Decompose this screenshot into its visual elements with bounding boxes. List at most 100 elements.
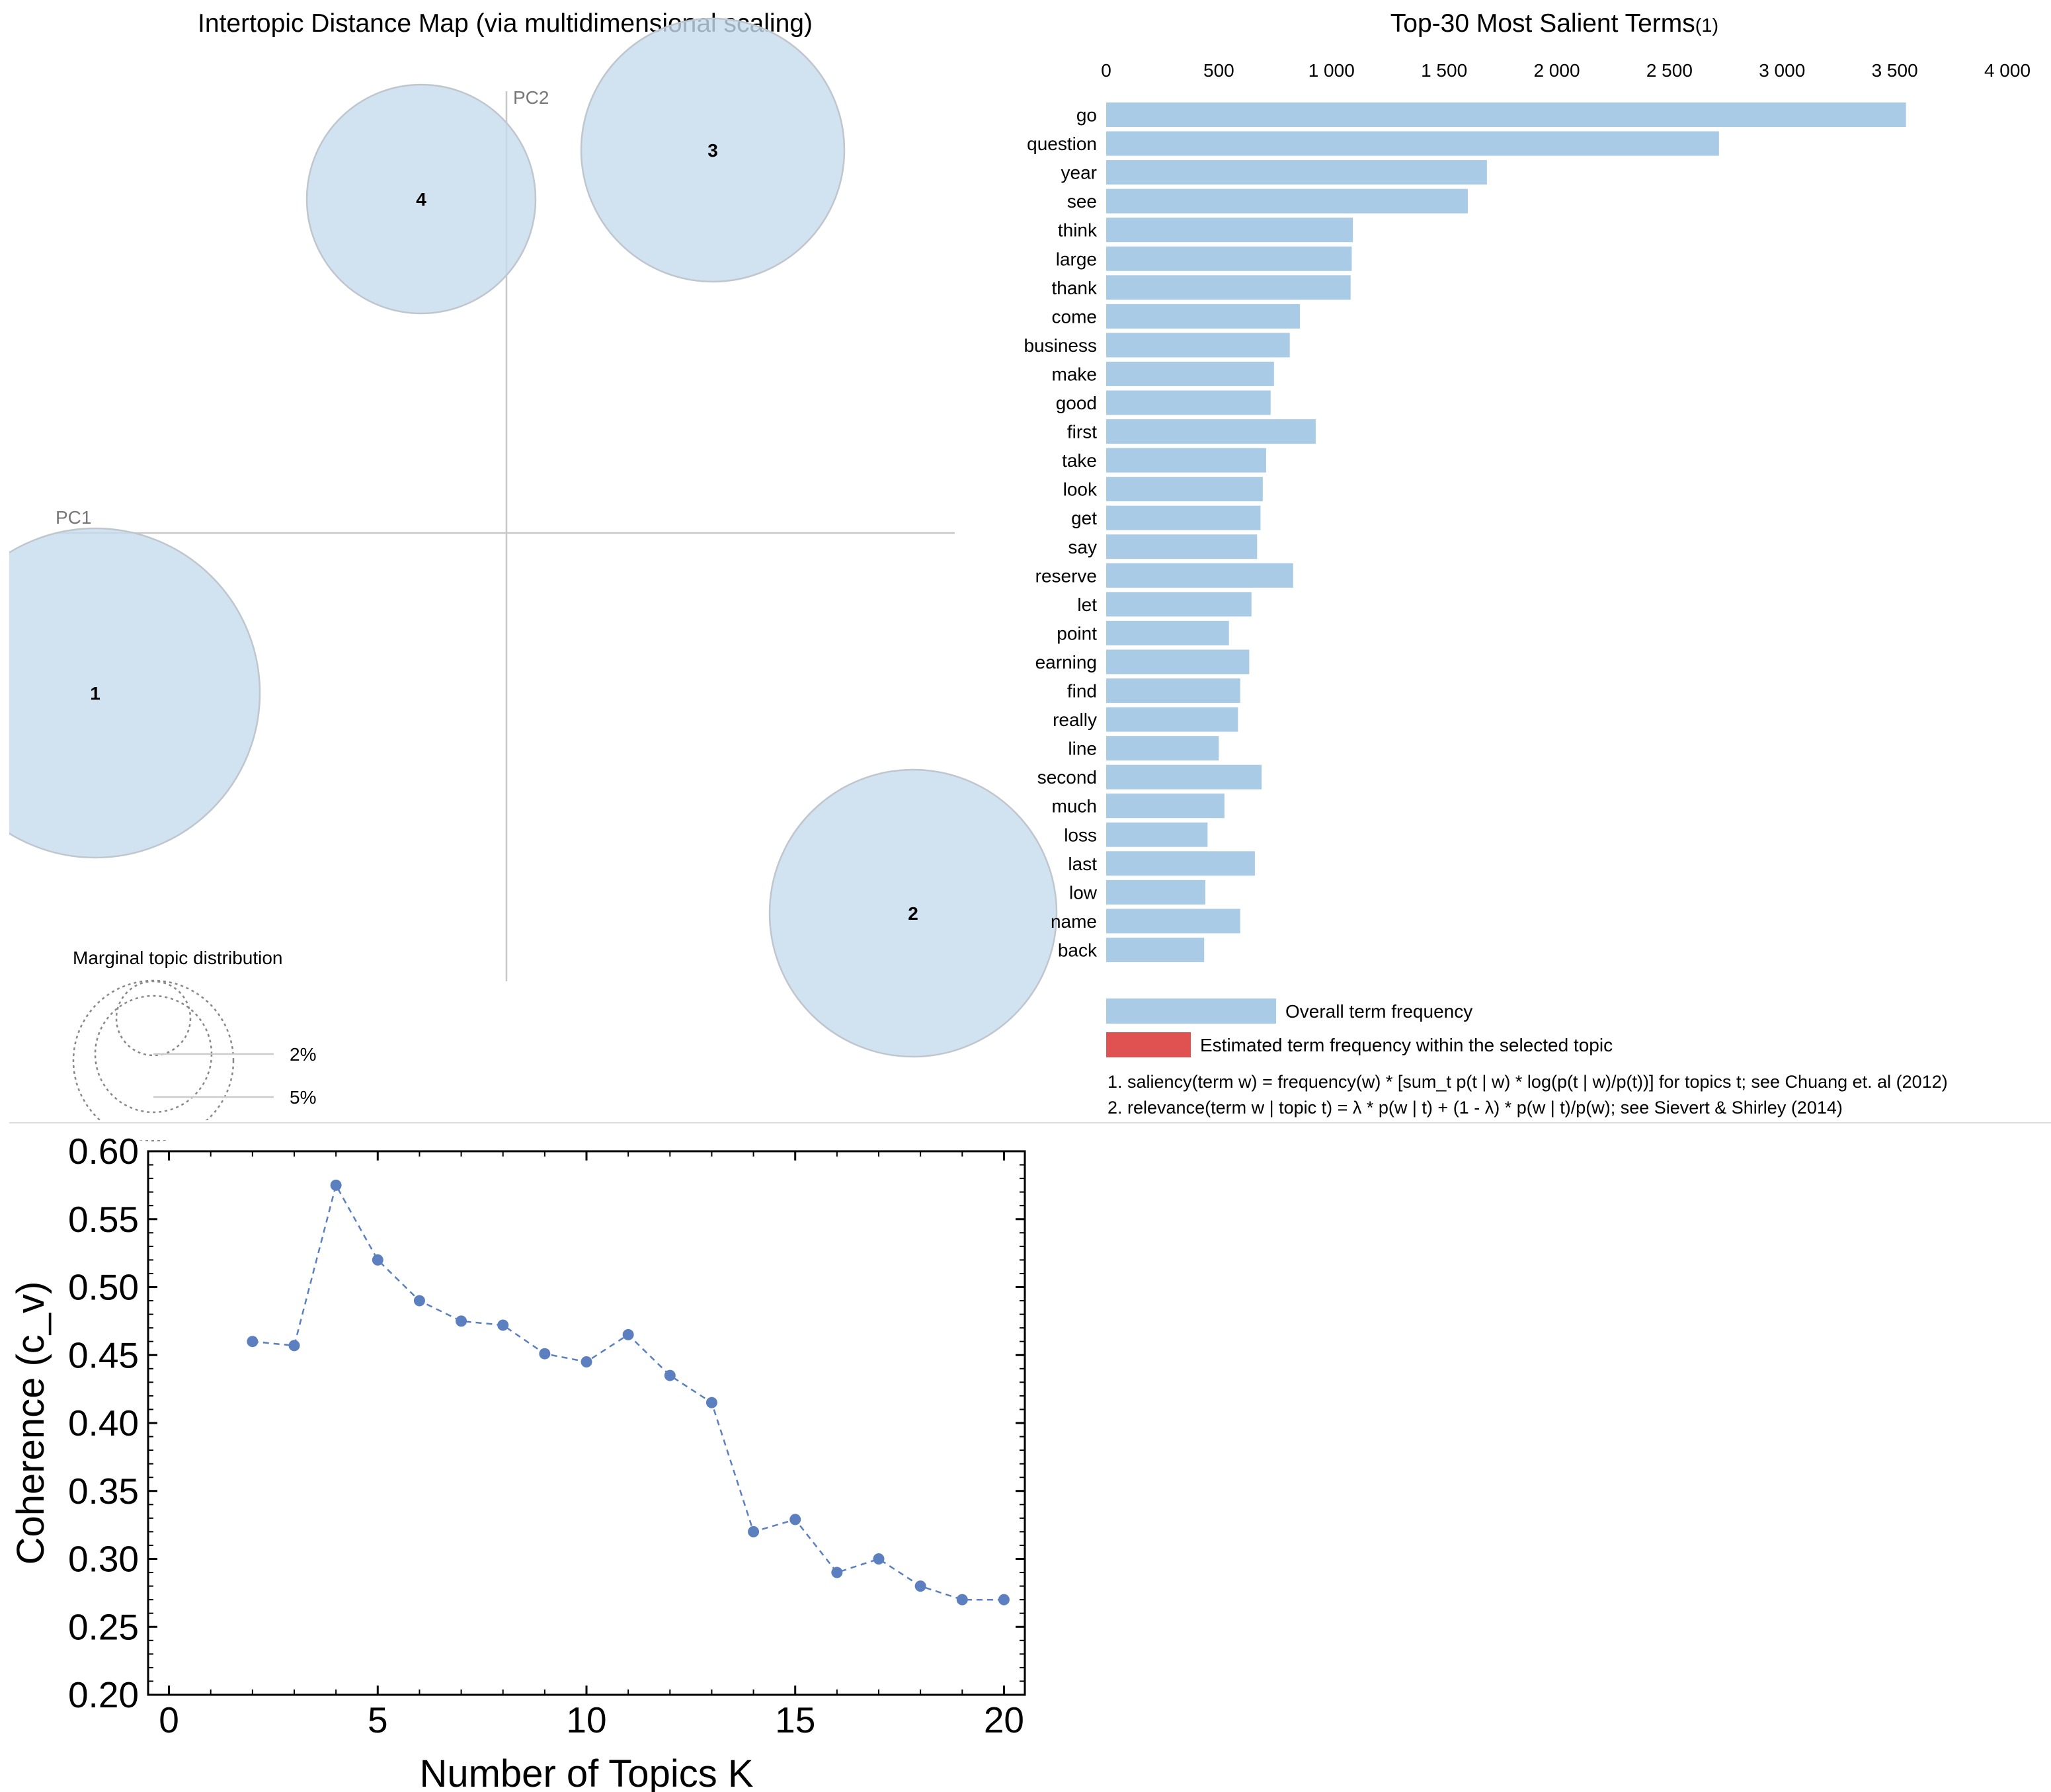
term-label-name[interactable]: name [1051,911,1097,932]
bar-row-loss[interactable]: loss [1064,822,1208,847]
bar-row-large[interactable]: large [1056,246,1352,271]
coherence-point-k18[interactable] [914,1580,926,1592]
bar-really[interactable] [1106,707,1238,732]
coherence-point-k8[interactable] [497,1319,509,1331]
coherence-point-k19[interactable] [956,1594,968,1606]
coherence-point-k6[interactable] [413,1295,425,1307]
bar-row-find[interactable]: find [1067,678,1240,703]
term-label-come[interactable]: come [1052,306,1097,327]
coherence-point-k7[interactable] [456,1315,467,1327]
term-label-second[interactable]: second [1037,767,1097,788]
bar-row-last[interactable]: last [1068,851,1255,876]
term-label-get[interactable]: get [1071,508,1097,528]
bar-row-go[interactable]: go [1076,102,1906,127]
bar-row-see[interactable]: see [1067,188,1468,214]
term-label-go[interactable]: go [1076,105,1097,126]
bar-row-thank[interactable]: thank [1052,275,1351,300]
term-label-look[interactable]: look [1063,479,1098,500]
bar-last[interactable] [1106,851,1255,876]
bar-row-business[interactable]: business [1024,333,1290,358]
bar-row-really[interactable]: really [1053,707,1238,732]
term-label-let[interactable]: let [1077,594,1097,615]
bar-row-good[interactable]: good [1056,390,1271,415]
bar-row-back[interactable]: back [1058,937,1205,962]
bar-row-name[interactable]: name [1051,909,1240,934]
coherence-point-k2[interactable] [247,1336,259,1348]
bar-much[interactable] [1106,794,1225,819]
bar-back[interactable] [1106,937,1205,962]
coherence-point-k3[interactable] [288,1340,300,1352]
bar-thank[interactable] [1106,275,1351,300]
bar-say[interactable] [1106,534,1258,559]
bar-second[interactable] [1106,764,1262,790]
coherence-point-k20[interactable] [998,1594,1010,1606]
topic-circle-1[interactable]: 1 [0,527,261,859]
term-label-last[interactable]: last [1068,854,1097,874]
term-label-much[interactable]: much [1052,796,1097,817]
bar-row-year[interactable]: year [1061,160,1487,185]
term-label-think[interactable]: think [1058,220,1098,241]
bar-look[interactable] [1106,477,1263,502]
topic-circle-3-shape[interactable] [580,17,846,283]
bar-row-much[interactable]: much [1052,794,1225,819]
coherence-point-k16[interactable] [831,1567,843,1578]
topic-circle-2[interactable]: 2 [768,768,1058,1058]
bar-row-come[interactable]: come [1052,304,1301,329]
bar-large[interactable] [1106,246,1352,271]
bar-take[interactable] [1106,448,1266,473]
term-label-back[interactable]: back [1058,940,1098,960]
topic-circle-4-shape[interactable] [305,83,537,315]
coherence-point-k11[interactable] [622,1328,634,1340]
bar-line[interactable] [1106,736,1219,761]
bar-name[interactable] [1106,909,1240,934]
bar-first[interactable] [1106,419,1316,444]
bar-row-reserve[interactable]: reserve [1035,563,1293,588]
bar-row-get[interactable]: get [1071,505,1261,530]
term-label-question[interactable]: question [1027,134,1097,154]
bar-row-first[interactable]: first [1067,419,1316,444]
term-label-see[interactable]: see [1067,191,1097,212]
bar-year[interactable] [1106,160,1487,185]
bar-row-make[interactable]: make [1052,361,1274,386]
topic-circle-2-shape[interactable] [768,768,1058,1058]
bar-think[interactable] [1106,218,1353,243]
term-label-year[interactable]: year [1061,163,1097,183]
term-label-business[interactable]: business [1024,335,1097,356]
bar-loss[interactable] [1106,822,1208,847]
term-label-thank[interactable]: thank [1052,278,1098,298]
term-label-make[interactable]: make [1052,364,1097,384]
bar-row-earning[interactable]: earning [1035,649,1250,674]
bar-row-take[interactable]: take [1062,448,1266,473]
bar-row-second[interactable]: second [1037,764,1262,790]
term-label-large[interactable]: large [1056,249,1097,269]
term-label-line[interactable]: line [1068,739,1097,759]
bar-go[interactable] [1106,102,1906,127]
bar-get[interactable] [1106,505,1261,530]
bar-find[interactable] [1106,678,1240,703]
coherence-point-k4[interactable] [330,1179,342,1191]
bar-reserve[interactable] [1106,563,1293,588]
coherence-point-k9[interactable] [539,1348,551,1360]
bar-row-say[interactable]: say [1068,534,1258,559]
bar-see[interactable] [1106,188,1468,214]
bar-row-let[interactable]: let [1077,592,1252,617]
topic-circle-4[interactable]: 4 [305,83,537,315]
bar-row-line[interactable]: line [1068,736,1219,761]
term-label-first[interactable]: first [1067,422,1097,442]
bar-question[interactable] [1106,131,1719,156]
bar-row-low[interactable]: low [1069,879,1205,905]
term-label-good[interactable]: good [1056,393,1097,413]
coherence-point-k14[interactable] [748,1526,760,1537]
topic-circle-3[interactable]: 3 [580,17,846,283]
term-label-point[interactable]: point [1057,623,1097,643]
bar-business[interactable] [1106,333,1290,358]
bar-earning[interactable] [1106,649,1250,674]
term-label-find[interactable]: find [1067,681,1097,702]
term-label-say[interactable]: say [1068,537,1097,557]
term-label-really[interactable]: really [1053,710,1097,730]
term-label-earning[interactable]: earning [1035,652,1097,672]
bar-row-question[interactable]: question [1027,131,1719,156]
bar-row-think[interactable]: think [1058,218,1353,243]
bar-row-look[interactable]: look [1063,477,1263,502]
coherence-point-k17[interactable] [873,1553,885,1565]
